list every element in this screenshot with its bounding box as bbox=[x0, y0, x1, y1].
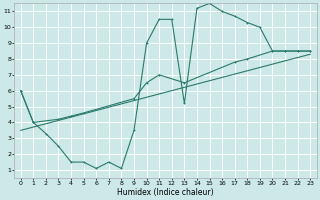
X-axis label: Humidex (Indice chaleur): Humidex (Indice chaleur) bbox=[117, 188, 214, 197]
